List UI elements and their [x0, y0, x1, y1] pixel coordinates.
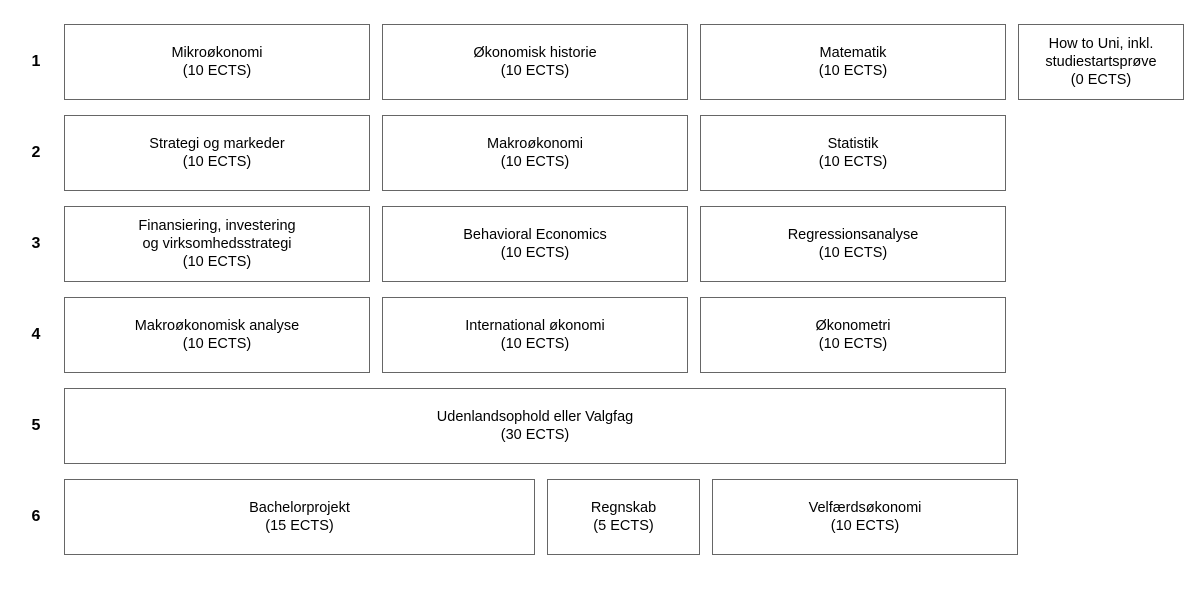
course-title: Makroøkonomi [487, 135, 583, 153]
semester-row: 4 Makroøkonomisk analyse (10 ECTS) Inter… [20, 297, 1180, 373]
course-title: Behavioral Economics [463, 226, 606, 244]
course-ects: (10 ECTS) [501, 335, 570, 353]
semester-number: 6 [20, 479, 52, 555]
course-cell: Velfærdsøkonomi (10 ECTS) [712, 479, 1018, 555]
course-cell: Bachelorprojekt (15 ECTS) [64, 479, 535, 555]
semester-number: 5 [20, 388, 52, 464]
course-title: Statistik [828, 135, 879, 153]
semester-row: 2 Strategi og markeder (10 ECTS) Makroøk… [20, 115, 1180, 191]
semester-row: 6 Bachelorprojekt (15 ECTS) Regnskab (5 … [20, 479, 1180, 555]
course-title: Økonometri [816, 317, 891, 335]
course-cell: Regressionsanalyse (10 ECTS) [700, 206, 1006, 282]
course-title: Mikroøkonomi [171, 44, 262, 62]
course-ects: (10 ECTS) [819, 62, 888, 80]
course-ects: (10 ECTS) [501, 62, 570, 80]
course-title: How to Uni, inkl. studiestartsprøve [1045, 35, 1156, 71]
course-ects: (30 ECTS) [501, 426, 570, 444]
course-cell: Matematik (10 ECTS) [700, 24, 1006, 100]
course-ects: (10 ECTS) [183, 62, 252, 80]
course-title: International økonomi [465, 317, 604, 335]
course-ects: (10 ECTS) [183, 335, 252, 353]
course-cell: Makroøkonomisk analyse (10 ECTS) [64, 297, 370, 373]
semester-row: 5 Udenlandsophold eller Valgfag (30 ECTS… [20, 388, 1180, 464]
semester-number: 4 [20, 297, 52, 373]
semester-row: 3 Finansiering, investering og virksomhe… [20, 206, 1180, 282]
course-ects: (10 ECTS) [819, 335, 888, 353]
semester-number: 2 [20, 115, 52, 191]
course-title: Finansiering, investering og virksomheds… [138, 217, 295, 253]
course-title: Regnskab [591, 499, 656, 517]
course-cell: Økonometri (10 ECTS) [700, 297, 1006, 373]
course-ects: (10 ECTS) [183, 153, 252, 171]
course-ects: (0 ECTS) [1071, 71, 1131, 89]
course-title: Udenlandsophold eller Valgfag [437, 408, 633, 426]
course-cell: Makroøkonomi (10 ECTS) [382, 115, 688, 191]
course-cell: Finansiering, investering og virksomheds… [64, 206, 370, 282]
course-title: Bachelorprojekt [249, 499, 350, 517]
course-cell: Regnskab (5 ECTS) [547, 479, 700, 555]
course-ects: (10 ECTS) [831, 517, 900, 535]
course-ects: (5 ECTS) [593, 517, 653, 535]
course-ects: (10 ECTS) [819, 153, 888, 171]
course-cell: Økonomisk historie (10 ECTS) [382, 24, 688, 100]
course-title: Velfærdsøkonomi [809, 499, 922, 517]
course-cell: Behavioral Economics (10 ECTS) [382, 206, 688, 282]
course-ects: (10 ECTS) [183, 253, 252, 271]
semester-number: 3 [20, 206, 52, 282]
course-ects: (10 ECTS) [819, 244, 888, 262]
course-title: Strategi og markeder [149, 135, 284, 153]
curriculum-grid: 1 Mikroøkonomi (10 ECTS) Økonomisk histo… [20, 24, 1180, 555]
course-title: Regressionsanalyse [788, 226, 919, 244]
course-cell: Statistik (10 ECTS) [700, 115, 1006, 191]
semester-row: 1 Mikroøkonomi (10 ECTS) Økonomisk histo… [20, 24, 1180, 100]
course-ects: (10 ECTS) [501, 153, 570, 171]
course-cell: Mikroøkonomi (10 ECTS) [64, 24, 370, 100]
course-cell: How to Uni, inkl. studiestartsprøve (0 E… [1018, 24, 1184, 100]
course-ects: (15 ECTS) [265, 517, 334, 535]
course-cell: Udenlandsophold eller Valgfag (30 ECTS) [64, 388, 1006, 464]
course-title: Makroøkonomisk analyse [135, 317, 299, 335]
course-title: Økonomisk historie [473, 44, 596, 62]
course-title: Matematik [820, 44, 887, 62]
course-cell: Strategi og markeder (10 ECTS) [64, 115, 370, 191]
semester-number: 1 [20, 24, 52, 100]
course-ects: (10 ECTS) [501, 244, 570, 262]
course-cell: International økonomi (10 ECTS) [382, 297, 688, 373]
